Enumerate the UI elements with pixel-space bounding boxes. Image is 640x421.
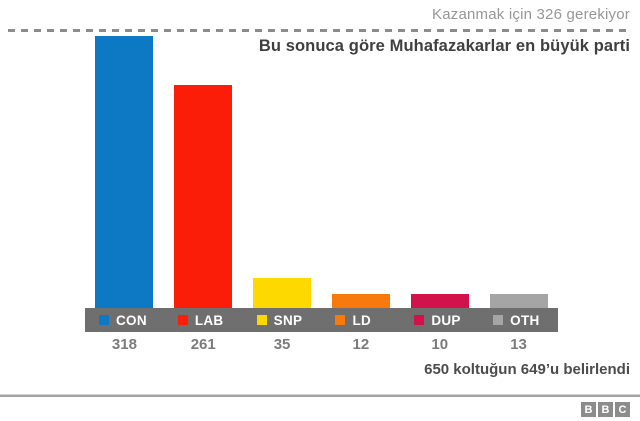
bbc-logo-letter-b: B	[581, 402, 596, 417]
legend-label-dup: DUP	[431, 312, 461, 328]
bar-con	[95, 36, 154, 308]
bar-column-snp	[243, 36, 322, 308]
bar-column-con	[85, 36, 164, 308]
legend-label-oth: OTH	[510, 312, 540, 328]
bar-chart-plot-area	[85, 36, 558, 308]
bar-column-ld	[321, 36, 400, 308]
legend-swatch-lab	[177, 315, 188, 325]
bbc-logo-letter-b: B	[598, 402, 613, 417]
legend-item-oth: OTH	[479, 313, 558, 328]
bar-lab	[174, 85, 233, 308]
value-label-con: 318	[111, 336, 137, 353]
legend-item-con: CON	[85, 313, 164, 328]
seats-declared-note: 650 koltuğun 649’u belirlendi	[424, 361, 630, 378]
legend-label-ld: LD	[352, 312, 372, 328]
bar-column-dup	[400, 36, 479, 308]
legend-swatch-ld	[335, 315, 346, 325]
legend-item-ld: LD	[321, 313, 400, 328]
bar-dup	[410, 294, 469, 308]
value-label-dup: 10	[431, 336, 449, 353]
legend-label-lab: LAB	[194, 312, 224, 328]
legend-item-dup: DUP	[400, 313, 479, 328]
bar-column-oth	[479, 36, 558, 308]
legend-label-snp: SNP	[273, 312, 303, 328]
legend-item-snp: SNP	[243, 313, 322, 328]
value-labels-row: 318 261 35 12 10 13	[85, 336, 558, 353]
bbc-logo-letter-c: C	[615, 402, 630, 417]
bar-snp	[253, 278, 312, 308]
legend-swatch-oth	[493, 315, 504, 325]
legend-item-lab: LAB	[164, 313, 243, 328]
chart-subtitle: Bu sonuca göre Muhafazakarlar en büyük p…	[258, 37, 630, 55]
value-label-oth: 13	[510, 336, 527, 353]
footer-divider	[0, 394, 640, 397]
legend-swatch-con	[99, 315, 109, 325]
threshold-dashed-line	[8, 29, 632, 32]
threshold-label: Kazanmak için 326 gerekiyor	[432, 6, 630, 23]
bar-ld	[331, 294, 390, 308]
value-label-lab: 261	[190, 336, 216, 353]
chart-legend: CON LAB SNP LD DUP OTH	[85, 308, 558, 332]
bar-column-lab	[164, 36, 243, 308]
bar-oth	[489, 294, 548, 308]
value-label-ld: 12	[352, 336, 370, 353]
legend-swatch-dup	[414, 315, 425, 325]
legend-swatch-snp	[256, 315, 267, 325]
legend-label-con: CON	[116, 312, 147, 328]
value-label-snp: 35	[273, 336, 291, 353]
